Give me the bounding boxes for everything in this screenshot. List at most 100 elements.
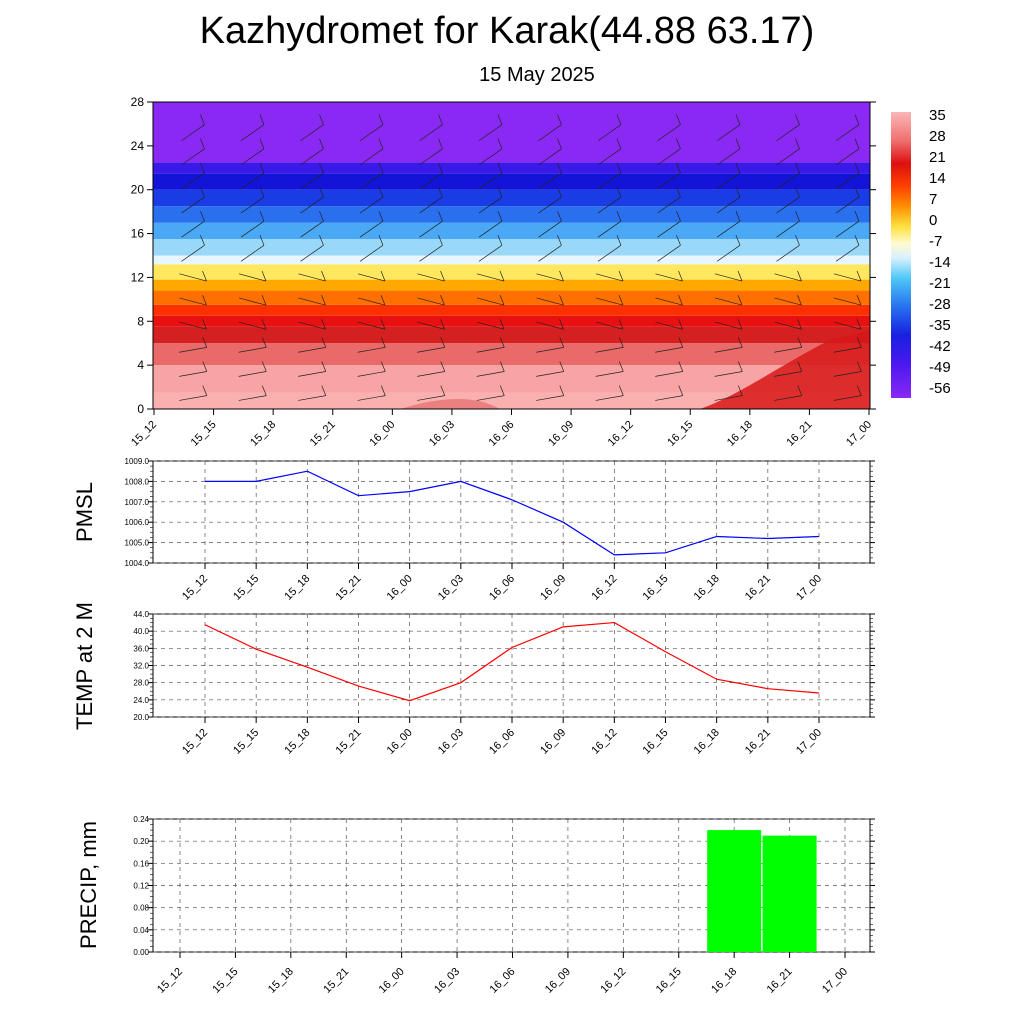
wind-barb-flag (735, 211, 741, 222)
wind-barb-flag (497, 138, 503, 149)
wind-barb (657, 244, 681, 262)
wind-barb (181, 220, 205, 238)
wind-barb-flag (321, 385, 327, 396)
wind-barb-flag (202, 270, 207, 282)
wind-barb-flag (259, 211, 265, 222)
x-tick-label: 15_12 (180, 573, 210, 603)
wind-barb (300, 244, 324, 262)
x-tick-label: 16_06 (487, 727, 517, 757)
wind-barb-flag (261, 361, 267, 372)
wind-barb (298, 395, 326, 401)
wind-barb-flag (499, 385, 505, 396)
wind-barb-flag (616, 186, 622, 198)
wind-barb (833, 395, 862, 401)
wind-barb (300, 196, 324, 214)
y-tick-label: 0.20 (133, 837, 149, 846)
wind-barb (774, 347, 802, 353)
wind-barb (476, 321, 505, 330)
wind-barb-flag (261, 319, 267, 330)
wind-barb (476, 371, 505, 377)
chart-title: Kazhydromet for Karak(44.88 63.17) (199, 10, 815, 52)
wind-barb (300, 124, 324, 142)
wind-barb (240, 172, 265, 190)
wind-barb (419, 148, 443, 166)
wind-barb-flag (795, 186, 800, 198)
wind-barb-flag (676, 114, 681, 125)
wind-barb-flag (678, 319, 683, 330)
series-line (204, 621, 820, 702)
wind-barb-flag (854, 186, 860, 198)
wind-barb-flag (795, 138, 800, 149)
wind-barb (476, 347, 505, 353)
wind-barb (538, 124, 562, 142)
x-tick-label: 16_03 (432, 966, 462, 996)
wind-barb (357, 371, 386, 377)
wind-barb-flag (378, 138, 384, 149)
wind-barb (419, 244, 443, 262)
wind-barb-flag (616, 235, 622, 246)
x-tick-label: 16_00 (377, 966, 407, 996)
x-tick-label: 15_18 (266, 966, 296, 996)
wind-barb-flag (380, 385, 386, 396)
y-tick-label: 32.0 (133, 662, 149, 671)
wind-barb (179, 395, 207, 401)
wind-barb (357, 347, 386, 353)
wind-barb (181, 196, 205, 214)
wind-barb-flag (735, 114, 741, 125)
wind-barb (476, 273, 505, 282)
x-tick-label: 16_09 (546, 419, 576, 449)
wind-barb-flag (797, 385, 803, 396)
x-tick-label: 16_15 (641, 727, 671, 757)
y-tick-label: 1007.0 (125, 498, 150, 507)
x-tick-label: 16_15 (654, 966, 684, 996)
wind-barb (776, 196, 800, 214)
x-tick-label: 15_21 (334, 573, 364, 603)
x-tick-label: 17_00 (820, 966, 850, 996)
y-tick-label: 12 (131, 270, 145, 284)
wind-barb (714, 297, 743, 306)
wind-barb (238, 371, 267, 377)
wind-barb-flag (378, 162, 384, 174)
y-tick-label: 36.0 (133, 644, 149, 653)
wind-barb-flag (856, 295, 862, 306)
x-tick-label: 15_15 (231, 727, 261, 757)
wind-barb (417, 371, 445, 377)
wind-barb (536, 347, 564, 353)
wind-barb-flag (380, 295, 386, 306)
wind-barb (417, 347, 445, 353)
wind-barb (774, 273, 802, 282)
wind-barb-flag (321, 295, 326, 306)
wind-barb (833, 273, 862, 282)
wind-barb (595, 371, 624, 377)
wind-barb-flag (200, 138, 205, 149)
x-tick-label: 16_12 (589, 727, 619, 757)
x-tick-label: 15_21 (321, 966, 351, 996)
wind-barb (538, 220, 562, 238)
field-band (153, 255, 870, 265)
wind-barb (238, 321, 267, 330)
y-tick-label: 1009.0 (125, 457, 150, 466)
x-tick-label: 16_21 (784, 419, 814, 449)
colorbar-label: -28 (929, 296, 951, 313)
wind-barb-flag (319, 114, 324, 125)
wind-barb-flag (676, 162, 681, 174)
wind-barb (359, 172, 384, 190)
wind-barb (536, 321, 564, 330)
chart-subtitle: 15 May 2025 (479, 64, 595, 86)
wind-barb (181, 172, 205, 190)
wind-barb (657, 172, 681, 190)
x-tick-label: 16_00 (367, 419, 397, 449)
wind-barb (419, 220, 443, 238)
wind-barb (714, 347, 743, 353)
x-tick-label: 15_15 (231, 573, 261, 603)
wind-barb (538, 172, 562, 190)
x-tick-label: 16_06 (488, 966, 518, 996)
wind-barb (240, 148, 265, 166)
wind-barb-flag (200, 114, 205, 125)
wind-barb (597, 244, 622, 262)
wind-barb-flag (259, 235, 265, 246)
wind-barb-flag (200, 235, 205, 246)
wind-barb (655, 395, 683, 401)
y-axis-label: TEMP at 2 M (72, 602, 97, 730)
wind-barb (419, 196, 443, 214)
